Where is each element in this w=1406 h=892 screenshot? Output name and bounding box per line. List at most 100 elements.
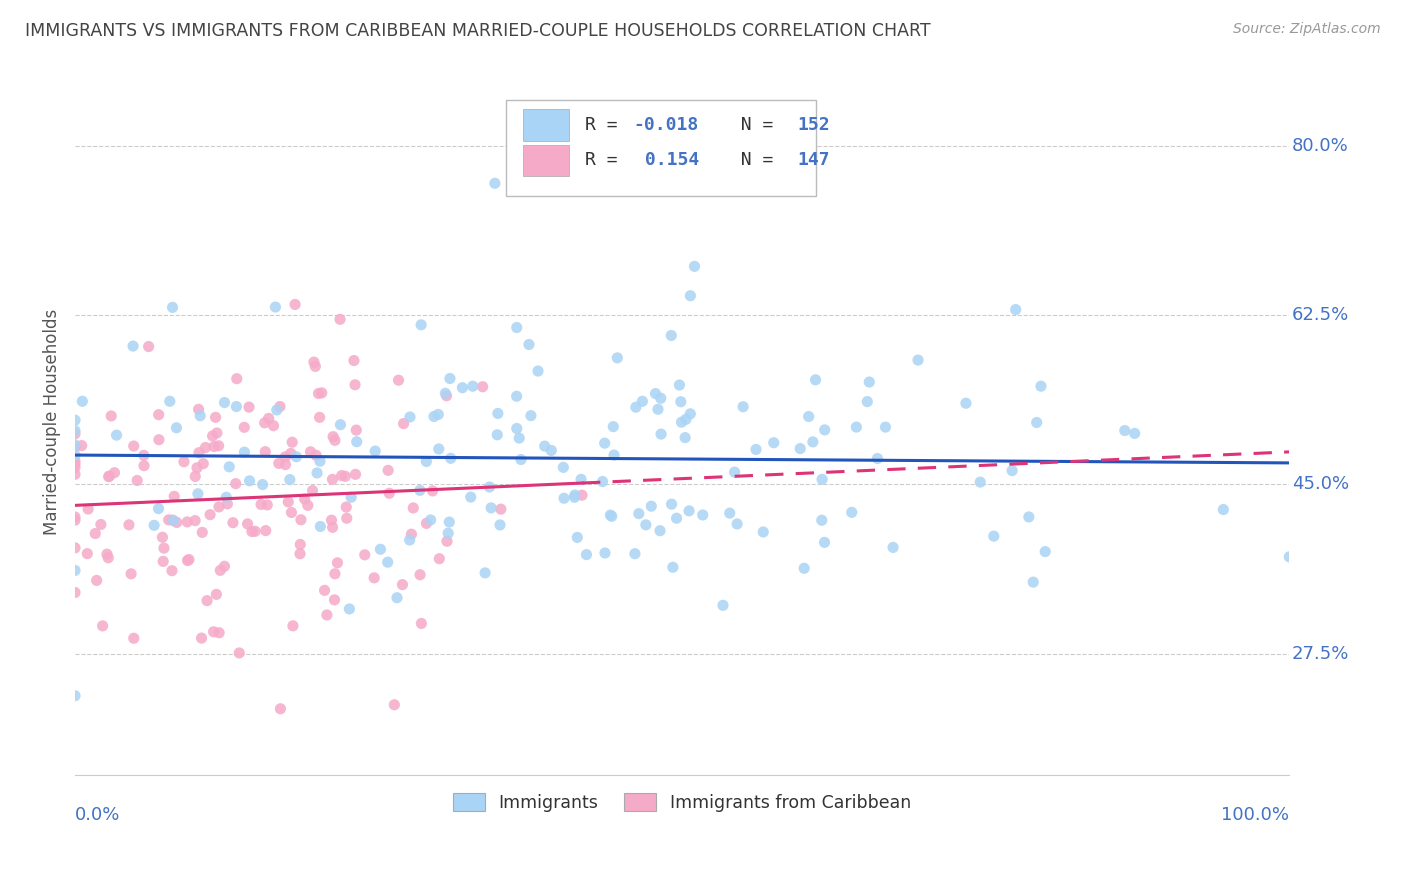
Point [257,411,280,425]
Point [711,599,734,613]
Point [208,500,231,514]
Point [520,409,543,423]
Point [72,394,94,409]
Point [398,533,420,547]
Point [392,417,415,431]
Point [415,516,437,531]
Point [84,526,107,541]
Point [675,412,697,426]
Text: IMMIGRANTS VS IMMIGRANTS FROM CARIBBEAN MARRIED-COUPLE HOUSEHOLDS CORRELATION CH: IMMIGRANTS VS IMMIGRANTS FROM CARIBBEAN … [25,22,931,40]
Point [489,502,512,516]
Point [280,446,302,460]
Point [436,534,458,549]
Point [305,448,328,462]
Point [214,395,236,409]
Point [132,448,155,462]
Point [409,483,432,498]
Point [631,394,654,409]
Text: R =: R = [585,152,628,169]
Point [733,400,755,414]
Point [194,441,217,455]
Point [1278,549,1301,564]
Legend: Immigrants, Immigrants from Caribbean: Immigrants, Immigrants from Caribbean [447,786,918,819]
Point [322,430,344,444]
Point [127,474,149,488]
Point [63,541,86,555]
Point [294,491,316,506]
Point [308,410,330,425]
Point [422,483,444,498]
Point [599,508,621,522]
Point [228,646,250,660]
Point [326,556,349,570]
Point [793,561,815,575]
Point [1114,424,1136,438]
Point [63,440,86,454]
Point [907,353,929,368]
Point [665,511,688,525]
Point [205,587,228,601]
Point [202,440,225,454]
Point [63,513,86,527]
Point [391,577,413,591]
Point [1001,464,1024,478]
Point [336,511,359,525]
Point [301,483,323,498]
Point [602,419,624,434]
Point [451,381,474,395]
Point [132,458,155,473]
Point [187,402,209,417]
Text: R =: R = [585,116,628,134]
Point [138,340,160,354]
Point [955,396,977,410]
Point [634,517,657,532]
Point [461,379,484,393]
Point [856,394,879,409]
Point [427,551,450,566]
Point [679,407,702,421]
Point [624,547,647,561]
Point [745,442,768,457]
Point [277,495,299,509]
Point [439,371,461,385]
Point [603,448,626,462]
Point [222,516,245,530]
Point [1212,502,1234,516]
Text: 27.5%: 27.5% [1292,645,1350,663]
Text: -0.018: -0.018 [634,116,699,134]
Point [427,442,450,456]
Point [683,260,706,274]
Point [343,353,366,368]
Point [63,510,86,524]
Point [76,547,98,561]
Point [323,434,346,448]
Point [315,607,337,622]
Point [188,409,211,423]
Point [190,631,212,645]
Point [281,435,304,450]
Point [254,444,277,458]
Point [63,448,86,462]
Point [329,417,352,432]
Point [506,421,529,435]
Text: 62.5%: 62.5% [1292,306,1348,324]
Point [173,455,195,469]
Text: Source: ZipAtlas.com: Source: ZipAtlas.com [1233,22,1381,37]
Text: 0.154: 0.154 [634,152,699,169]
Point [186,460,208,475]
Point [486,407,509,421]
Point [387,373,409,387]
Point [814,423,837,437]
Point [423,409,446,424]
Point [148,501,170,516]
Point [225,372,247,386]
Point [718,506,741,520]
Point [290,513,312,527]
Point [152,554,174,568]
Point [801,434,824,449]
Text: 45.0%: 45.0% [1292,475,1348,493]
Point [385,591,408,605]
Point [471,380,494,394]
Point [98,469,121,483]
Point [401,527,423,541]
